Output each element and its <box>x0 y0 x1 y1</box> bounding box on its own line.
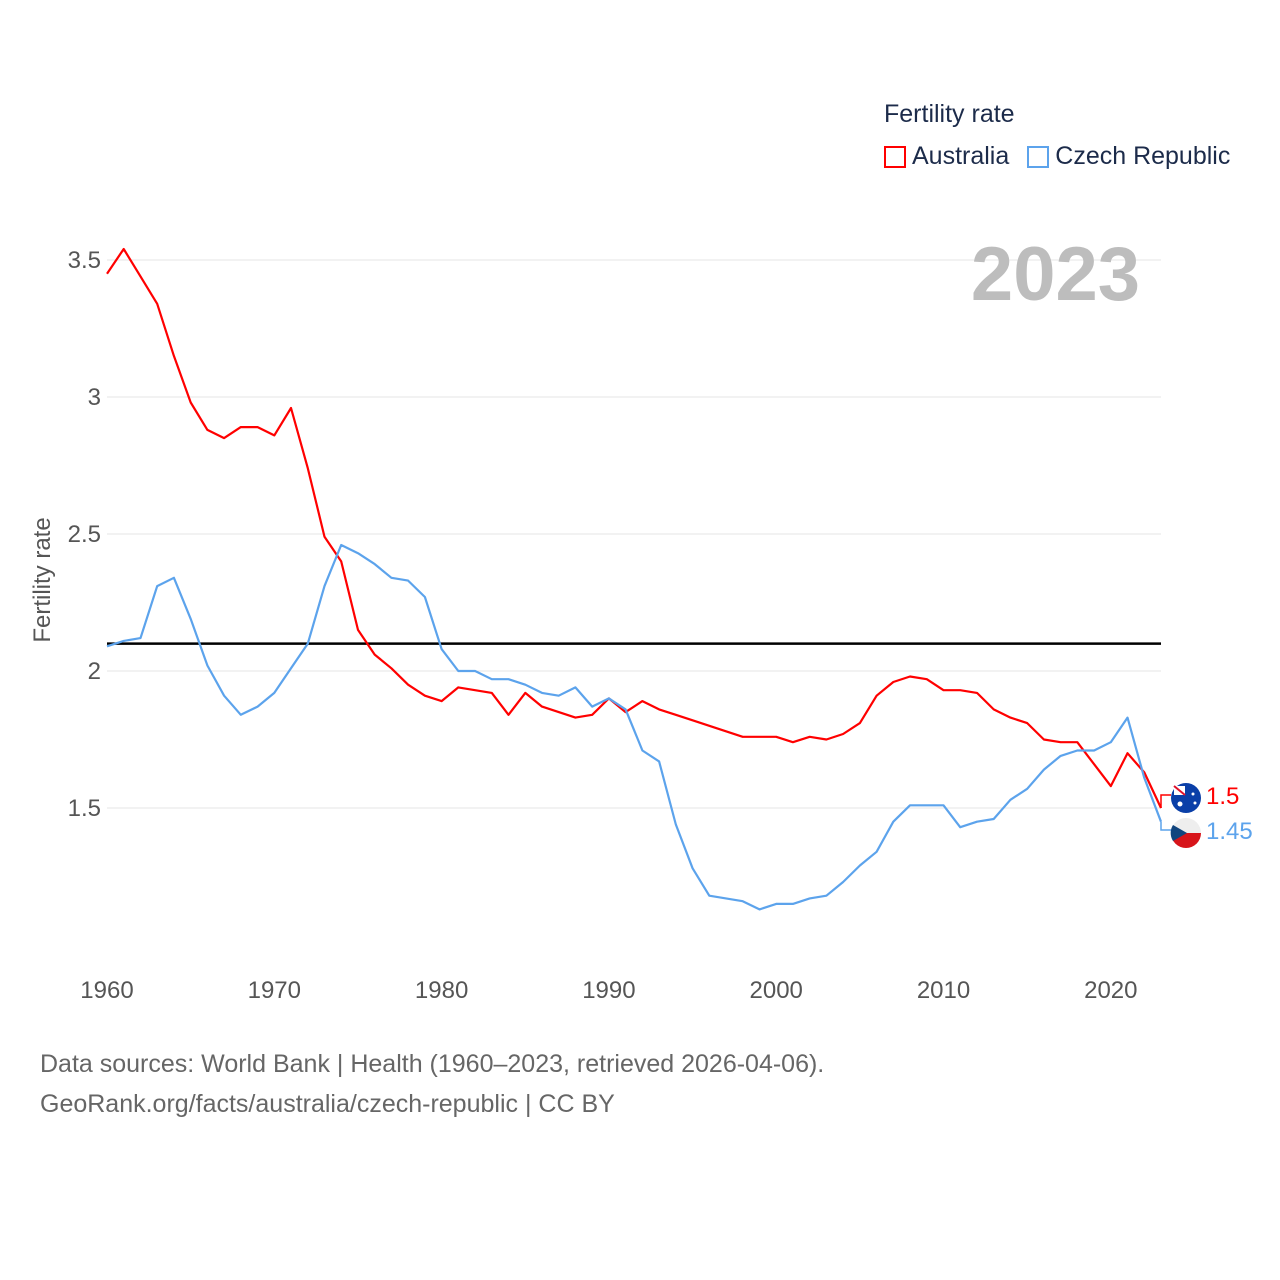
legend-label: Australia <box>912 142 1010 170</box>
y-tick-label: 3 <box>88 384 101 411</box>
x-tick-label: 2000 <box>750 977 803 1004</box>
end-connector <box>1160 821 1171 831</box>
y-tick-label: 3.5 <box>68 247 101 274</box>
y-tick-label: 1.5 <box>68 795 101 822</box>
x-tick-label: 2020 <box>1084 977 1137 1004</box>
x-tick-label: 1960 <box>80 977 133 1004</box>
data-sources: Data sources: World Bank | Health (1960–… <box>40 1050 825 1078</box>
gridlines <box>107 259 1161 809</box>
legend: Australia Czech Republic <box>884 142 1230 171</box>
czech-flag-icon <box>1170 818 1201 848</box>
legend-item-australia[interactable]: Australia <box>884 142 1009 171</box>
source-link[interactable]: GeoRank.org/facts/australia/czech-republ… <box>40 1090 615 1118</box>
end-value-label: 1.45 <box>1206 818 1253 845</box>
end-value-label: 1.5 <box>1206 783 1239 810</box>
series-line-australia <box>106 247 1162 809</box>
flag-star <box>1177 801 1183 807</box>
flag-cross <box>1173 785 1186 796</box>
x-tick-label: 1990 <box>582 977 635 1004</box>
flag-blue <box>1170 825 1187 841</box>
y-tick-label: 2.5 <box>68 521 101 548</box>
x-tick-label: 1970 <box>248 977 301 1004</box>
legend-label: Czech Republic <box>1055 142 1231 170</box>
legend-title: Fertility rate <box>884 100 1015 128</box>
x-tick-label: 1980 <box>415 977 468 1004</box>
australia-flag-icon <box>1171 783 1201 813</box>
x-tick-label: 2010 <box>917 977 970 1004</box>
end-connector <box>1160 794 1171 808</box>
legend-item-czech-republic[interactable]: Czech Republic <box>1027 142 1230 171</box>
flag-star <box>1191 792 1195 796</box>
flag-star <box>1193 801 1197 805</box>
series-line-czech-republic <box>106 543 1163 911</box>
y-axis-ticks: 1.5 2 2.5 3 3.5 <box>68 247 101 822</box>
legend-swatch <box>1027 145 1050 168</box>
y-axis-label: Fertility rate <box>29 517 56 642</box>
series-lines <box>106 247 1163 911</box>
legend-swatch <box>884 145 906 168</box>
end-labels: 1.5 1.45 <box>1160 783 1253 848</box>
footer: Data sources: World Bank | Health (1960–… <box>40 1044 824 1124</box>
year-watermark: 2023 <box>971 232 1140 317</box>
x-axis-ticks: 1960 1970 1980 1990 2000 2010 2020 <box>80 977 1137 1004</box>
y-tick-label: 2 <box>88 658 101 685</box>
